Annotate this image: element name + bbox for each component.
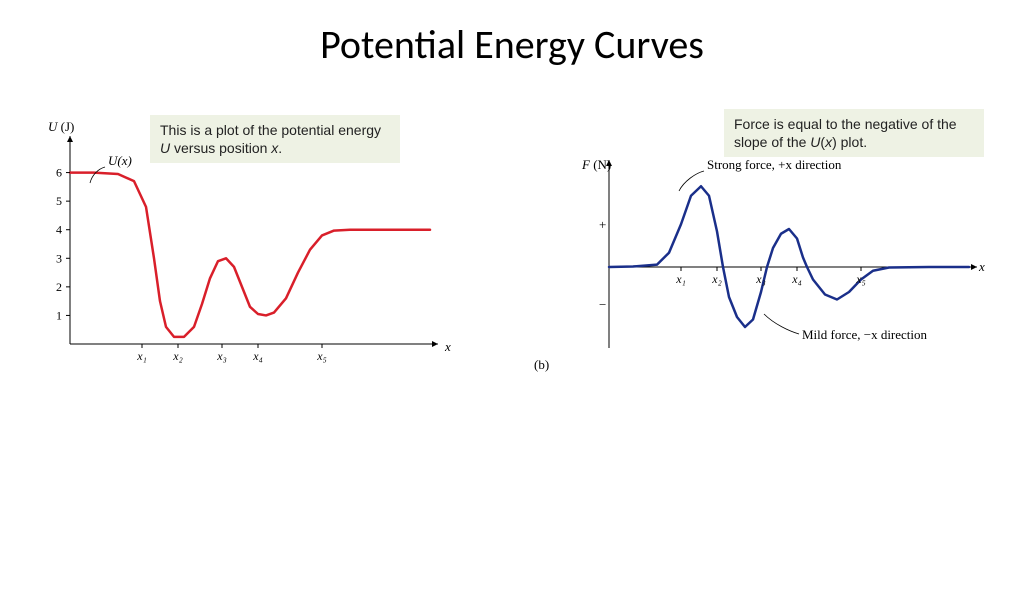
svg-text:U(x): U(x) xyxy=(108,153,132,168)
plus-label: + xyxy=(599,217,606,232)
svg-text:x₃: x₃ xyxy=(755,272,766,286)
svg-text:x₄: x₄ xyxy=(252,349,263,363)
right-annot-bottom: Mild force, −x direction xyxy=(764,314,928,342)
svg-text:Strong force, +x direction: Strong force, +x direction xyxy=(707,157,842,172)
svg-text:Mild force, −x direction: Mild force, −x direction xyxy=(802,327,928,342)
svg-text:x₂: x₂ xyxy=(711,272,722,286)
svg-text:x₃: x₃ xyxy=(216,349,227,363)
panel-b-label: (b) xyxy=(534,357,549,372)
svg-text:x₁: x₁ xyxy=(136,349,147,363)
svg-text:x₁: x₁ xyxy=(675,272,686,286)
left-chart-svg: U (J) x U(x) 1 2 3 4 5 6 x₁ x₂ x₃ x₄ x₅ xyxy=(20,109,480,389)
right-annot-top: Strong force, +x direction xyxy=(679,157,842,191)
right-panel: Force is equal to the negative of the sl… xyxy=(524,109,1004,389)
svg-text:1: 1 xyxy=(56,308,62,322)
left-panel: This is a plot of the potential energy U… xyxy=(20,109,480,389)
svg-text:x₅: x₅ xyxy=(855,272,866,286)
svg-text:x₅: x₅ xyxy=(316,349,327,363)
minus-label: − xyxy=(599,297,606,312)
right-y-label: F (N) xyxy=(581,157,611,172)
right-chart-svg: F (N) x + − Strong force, +x direction M… xyxy=(524,109,1004,389)
svg-text:x₂: x₂ xyxy=(172,349,183,363)
panels-container: This is a plot of the potential energy U… xyxy=(0,69,1024,389)
svg-text:3: 3 xyxy=(56,251,62,265)
left-x-label: x xyxy=(444,339,451,354)
svg-text:2: 2 xyxy=(56,280,62,294)
svg-text:5: 5 xyxy=(56,194,62,208)
svg-text:6: 6 xyxy=(56,166,62,180)
svg-text:x₄: x₄ xyxy=(791,272,802,286)
svg-text:4: 4 xyxy=(56,223,62,237)
page-title: Potential Energy Curves xyxy=(0,20,1024,69)
left-y-label: U (J) xyxy=(48,119,74,134)
right-x-label: x xyxy=(978,259,985,274)
